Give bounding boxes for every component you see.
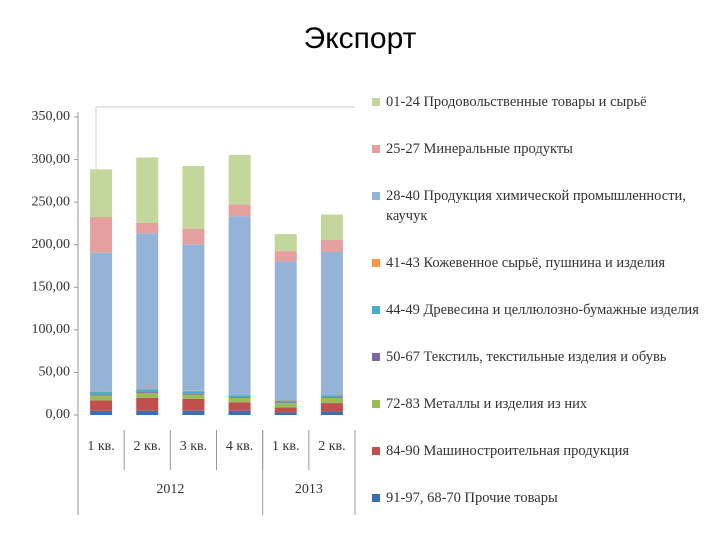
bar-segment [320,251,343,395]
bar-segment [274,403,297,408]
bar-segment [274,261,297,401]
bar-segment [320,397,343,404]
x-group-label: 2012 [156,482,184,497]
bar-segment [320,403,343,412]
bar-segment [228,216,251,395]
legend-item: 72-83 Металлы и изделия из них [372,394,717,414]
bar-segment [320,411,343,415]
legend-swatch [372,259,380,267]
legend-swatch [372,494,380,502]
bar-segment [90,395,113,401]
y-tick-label: 100,00 [32,322,71,337]
bar-segment [274,402,297,404]
x-tick-label: 1 кв. [272,439,299,454]
bar-segment [228,402,251,411]
bar-segment [136,392,159,398]
bar-segment [182,393,205,395]
bar-segment [182,394,205,399]
legend-label: 72-83 Металлы и изделия из них [386,396,588,412]
bar-segment [228,154,251,205]
bar-segment [274,251,297,262]
legend-item: 91-97, 68-70 Прочие товары [372,488,717,508]
bar-segment [274,400,297,403]
y-tick-label: 300,00 [32,152,71,167]
y-tick-label: 50,00 [39,365,71,380]
bar-segment [90,410,113,415]
legend: 01-24 Продовольственные товары и сырьё 25… [372,92,717,535]
bar-segment [136,223,159,234]
legend-label: 44-49 Древесина и целлюлозно-бумажные из… [386,302,699,318]
bar-segment [90,400,113,411]
bar-segment [90,394,113,396]
y-tick-label: 350,00 [32,109,71,124]
bar-segment [136,389,159,393]
bar-segment [182,410,205,415]
y-tick-label: 0,00 [46,407,71,422]
bar-segment [136,392,159,393]
legend-label: 50-67 Текстиль, текстильные изделия и об… [386,349,667,365]
x-group-label: 2013 [295,482,323,497]
bar-segment [320,395,343,398]
bar-segment [228,395,251,398]
bar-segment [274,412,297,415]
legend-item: 50-67 Текстиль, текстильные изделия и об… [372,347,717,367]
legend-swatch [372,98,380,106]
legend-swatch [372,145,380,153]
legend-swatch [372,192,380,200]
bar-segment [228,204,251,217]
bar-segment [90,252,113,392]
legend-item: 01-24 Продовольственные товары и сырьё [372,92,717,112]
bar-segment [182,228,205,245]
bar-segment [136,157,159,224]
legend-item: 28-40 Продукция химической промышленност… [372,186,717,226]
legend-label: 84-90 Машиностроительная продукция [386,443,630,459]
y-tick-label: 150,00 [32,280,71,295]
bar-segment [182,165,205,229]
legend-item: 84-90 Машиностроительная продукция [372,441,717,461]
legend-label: 91-97, 68-70 Прочие товары [386,490,558,506]
x-tick-label: 3 кв. [180,439,207,454]
y-tick-label: 200,00 [32,237,71,252]
legend-swatch [372,306,380,314]
bar-segment [228,397,251,398]
bar-segment [320,397,343,398]
legend-item: 41-43 Кожевенное сырьё, пушнина и издели… [372,253,717,273]
x-tick-label: 2 кв. [134,439,161,454]
bar-segment [182,391,205,394]
x-tick-label: 1 кв. [87,439,114,454]
bar-segment [320,240,343,252]
bar-segment [90,392,113,395]
legend-label: 25-27 Минеральные продукты [386,141,573,157]
bar-segment [90,169,113,218]
legend-label: 28-40 Продукция химической промышленност… [386,188,686,224]
bar-segment [90,217,113,253]
bar-segment [228,410,251,415]
chart-title: Экспорт [303,22,417,55]
bar-segment [274,234,297,252]
bar-segment [182,244,205,391]
bar-segment [136,410,159,415]
x-tick-label: 4 кв. [226,439,253,454]
legend-swatch [372,400,380,408]
legend-swatch [372,447,380,455]
bar-segment [320,214,343,241]
bar-segment [136,233,159,390]
bar-segment [136,397,159,411]
x-tick-label: 2 кв. [318,439,345,454]
bar-segment [182,398,205,411]
legend-label: 01-24 Продовольственные товары и сырьё [386,94,647,110]
bar-segment [274,407,297,413]
legend-label: 41-43 Кожевенное сырьё, пушнина и издели… [386,255,666,271]
y-tick-label: 250,00 [32,194,71,209]
legend-item: 25-27 Минеральные продукты [372,139,717,159]
bar-segment [228,397,251,403]
legend-item: 44-49 Древесина и целлюлозно-бумажные из… [372,300,717,320]
legend-swatch [372,353,380,361]
